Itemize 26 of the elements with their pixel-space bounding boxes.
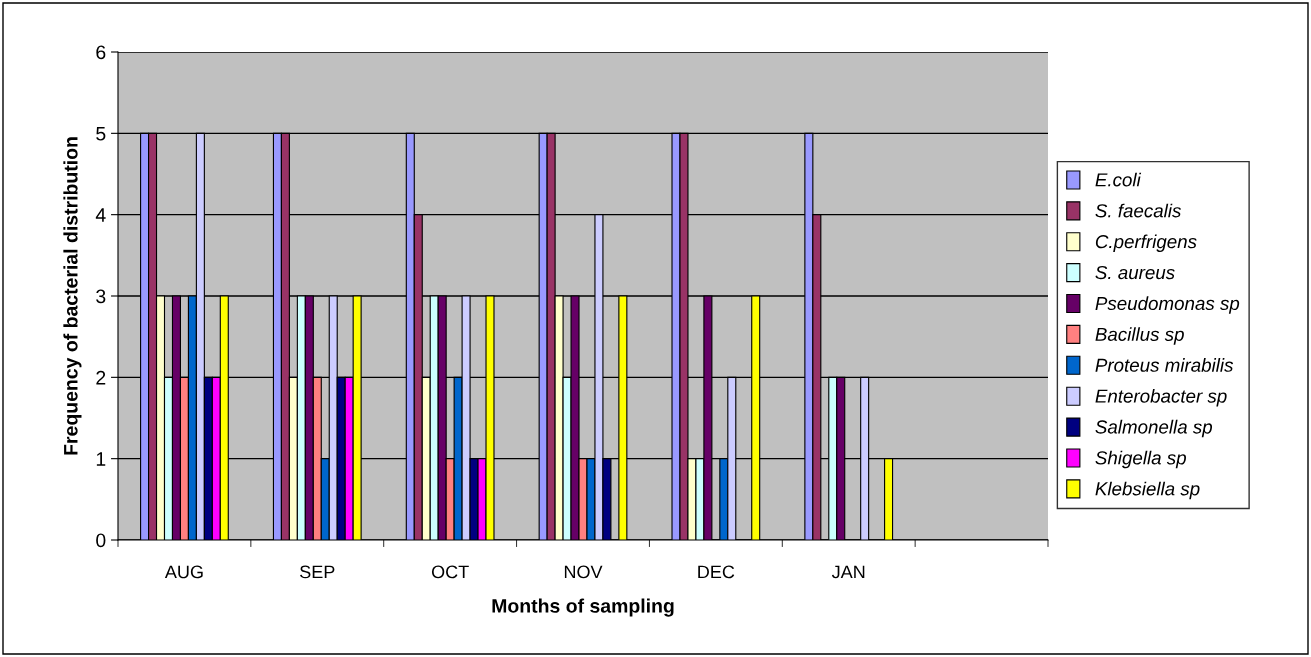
legend-label: C.perfrigens — [1095, 234, 1197, 252]
x-tick-label: OCT — [431, 565, 469, 579]
legend-label: Shigella sp — [1095, 450, 1186, 469]
legend-label: Enterobacter sp — [1095, 388, 1227, 407]
legend-label: Pseudomonas sp — [1095, 296, 1240, 314]
y-tick-label: 2 — [96, 370, 106, 385]
y-tick-label: 0 — [96, 533, 106, 548]
x-tick-label: SEP — [300, 565, 335, 579]
x-tick-label: AUG — [164, 565, 203, 579]
y-tick-label: 5 — [96, 127, 106, 141]
x-tick-label: JAN — [831, 565, 865, 579]
y-tick-label: 1 — [96, 452, 106, 466]
legend-label: S. faecalis — [1095, 203, 1181, 218]
y-tick-label: 6 — [96, 45, 106, 60]
y-tick-label: 3 — [96, 289, 106, 304]
x-axis-title: Months of sampling — [492, 598, 674, 617]
legend-label: Proteus mirabilis — [1095, 358, 1234, 372]
legend-label: S. aureus — [1095, 265, 1175, 280]
legend-label: Salmonella sp — [1095, 419, 1213, 438]
y-tick-label: 4 — [95, 208, 106, 222]
legend-label: E.coli — [1095, 172, 1142, 187]
legend-label: Bacillus sp — [1095, 327, 1184, 345]
y-axis-title: Frequency of bacterial distribution — [63, 137, 82, 455]
x-tick-label: NOV — [564, 565, 603, 579]
legend-label: Klebsiella sp — [1095, 481, 1200, 500]
x-tick-label: DEC — [698, 565, 735, 579]
